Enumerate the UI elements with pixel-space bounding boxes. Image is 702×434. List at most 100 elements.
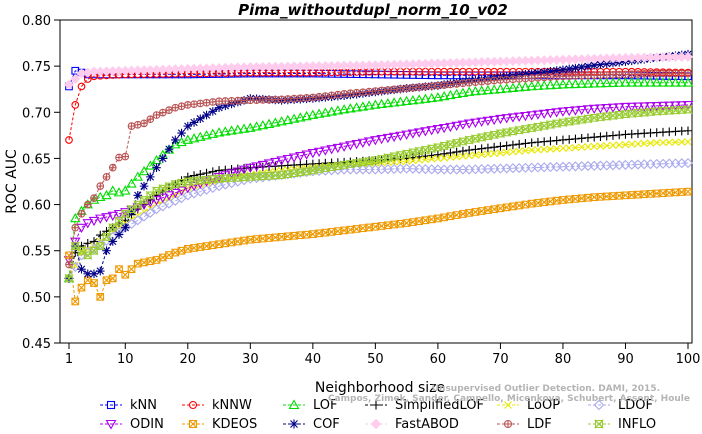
data-point bbox=[628, 191, 636, 199]
data-point bbox=[353, 89, 360, 97]
data-point bbox=[245, 122, 256, 132]
data-point bbox=[496, 149, 505, 157]
data-point bbox=[163, 191, 175, 201]
data-point bbox=[115, 265, 123, 273]
data-point bbox=[451, 121, 462, 131]
data-point bbox=[309, 230, 317, 238]
data-point bbox=[108, 274, 117, 283]
x-axis-label: Neighborhood size bbox=[315, 380, 445, 396]
data-point bbox=[226, 169, 237, 179]
data-point bbox=[513, 112, 525, 122]
data-point bbox=[115, 154, 123, 161]
data-point bbox=[127, 265, 136, 274]
data-point bbox=[501, 83, 512, 93]
data-point bbox=[678, 188, 686, 196]
y-tick-label: 0.70 bbox=[22, 106, 51, 121]
x-tick-label: 20 bbox=[180, 352, 197, 367]
data-point bbox=[106, 400, 116, 410]
data-point bbox=[372, 87, 379, 95]
chart-title: Pima_withoutdupl_norm_10_v02 bbox=[238, 1, 508, 19]
data-point bbox=[509, 202, 517, 211]
y-tick-label: 0.80 bbox=[22, 14, 51, 29]
data-point bbox=[458, 146, 468, 156]
data-point bbox=[120, 222, 131, 233]
data-point bbox=[138, 211, 150, 222]
data-point bbox=[464, 145, 474, 155]
data-point bbox=[584, 72, 592, 79]
data-point bbox=[590, 193, 598, 201]
data-point bbox=[164, 144, 174, 154]
data-point bbox=[659, 70, 667, 77]
data-point bbox=[157, 193, 169, 203]
data-point bbox=[159, 109, 167, 116]
data-point bbox=[684, 104, 692, 115]
data-point bbox=[65, 273, 73, 284]
x-tick-label: 60 bbox=[430, 352, 447, 367]
data-point bbox=[196, 243, 204, 251]
data-point bbox=[357, 101, 369, 111]
data-point bbox=[663, 101, 675, 111]
data-point bbox=[403, 84, 410, 92]
series-lof bbox=[63, 77, 694, 283]
series-odin bbox=[63, 101, 694, 266]
data-point bbox=[557, 107, 569, 117]
data-point bbox=[315, 93, 323, 101]
data-point bbox=[320, 146, 331, 156]
data-point bbox=[565, 195, 573, 204]
data-point bbox=[465, 209, 473, 217]
plot-frame bbox=[59, 19, 693, 344]
data-point bbox=[570, 78, 581, 89]
data-point bbox=[490, 205, 498, 213]
data-point bbox=[551, 79, 562, 89]
data-point bbox=[571, 134, 580, 144]
legend-item-kdeos: KDEOS bbox=[182, 417, 257, 432]
data-point bbox=[347, 89, 354, 97]
data-point bbox=[514, 139, 524, 149]
data-point bbox=[657, 101, 669, 112]
data-point bbox=[303, 94, 310, 102]
data-point bbox=[434, 154, 442, 163]
data-point bbox=[397, 85, 404, 93]
data-point bbox=[508, 140, 518, 150]
data-point bbox=[170, 188, 181, 199]
data-point bbox=[522, 75, 529, 82]
data-point bbox=[188, 400, 198, 410]
data-point bbox=[234, 237, 242, 246]
data-point bbox=[126, 178, 137, 188]
data-point bbox=[371, 223, 380, 231]
data-point bbox=[290, 95, 298, 102]
data-point bbox=[594, 419, 604, 429]
data-point bbox=[77, 248, 86, 257]
data-point bbox=[593, 399, 605, 411]
data-point bbox=[515, 147, 523, 155]
legend-label: SimplifiedLOF bbox=[395, 398, 484, 413]
data-point bbox=[214, 103, 224, 112]
data-point bbox=[682, 51, 694, 62]
data-point bbox=[247, 96, 254, 104]
data-point bbox=[677, 105, 686, 115]
data-point bbox=[540, 145, 548, 154]
data-point bbox=[159, 253, 167, 262]
data-point bbox=[77, 283, 86, 292]
data-point bbox=[626, 102, 637, 112]
data-point bbox=[171, 248, 179, 257]
data-point bbox=[165, 106, 173, 114]
data-point bbox=[351, 139, 362, 150]
data-point bbox=[146, 257, 154, 265]
data-point bbox=[659, 189, 667, 197]
data-point bbox=[171, 104, 179, 111]
data-point bbox=[71, 297, 79, 306]
data-point bbox=[152, 256, 161, 264]
data-point bbox=[546, 136, 555, 146]
data-point bbox=[603, 192, 611, 201]
data-point bbox=[488, 84, 500, 94]
series-kdeos bbox=[65, 187, 692, 306]
data-point bbox=[197, 100, 204, 107]
data-point bbox=[152, 163, 161, 172]
data-point bbox=[95, 214, 106, 224]
data-point bbox=[257, 160, 269, 171]
data-point bbox=[363, 100, 375, 110]
data-point bbox=[105, 419, 117, 430]
data-point bbox=[621, 191, 630, 200]
data-point bbox=[234, 97, 242, 104]
